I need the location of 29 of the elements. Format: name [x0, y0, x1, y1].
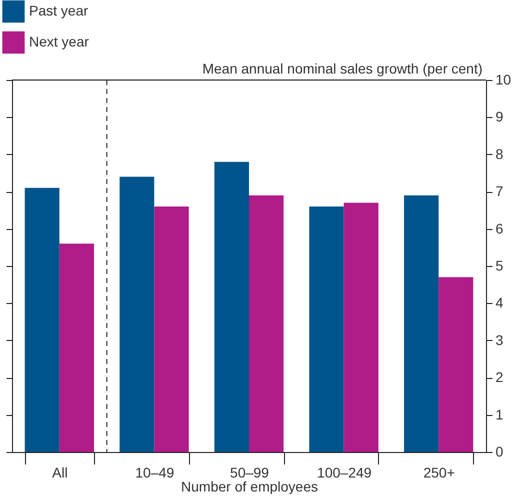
y-tick-label: 5	[496, 258, 504, 274]
x-tick-label: 100–249	[317, 464, 372, 480]
y-tick-label: 10	[496, 72, 512, 88]
x-tick-label: All	[52, 464, 68, 480]
bar	[154, 206, 189, 452]
y-axis-title: Mean annual nominal sales growth (per cent)	[202, 60, 482, 76]
x-tick-label: 50–99	[230, 464, 270, 480]
bar	[344, 202, 378, 452]
bar	[59, 244, 94, 452]
bar	[309, 206, 344, 452]
bar	[24, 188, 60, 452]
y-tick-label: 6	[496, 220, 504, 236]
y-tick-label: 8	[496, 146, 504, 162]
y-tick-label: 2	[496, 369, 504, 386]
y-tick-label: 9	[496, 108, 504, 125]
y-tick-label: 4	[496, 294, 504, 311]
x-tick-label: 10–49	[135, 464, 174, 480]
x-tick-label: 250+	[423, 464, 455, 480]
legend-label: Next year	[29, 34, 90, 50]
bar	[214, 162, 249, 452]
legend-label: Past year	[29, 2, 88, 18]
bar	[120, 176, 154, 452]
bar	[404, 195, 439, 452]
y-tick-label: 7	[496, 183, 504, 200]
y-tick-label: 1	[496, 406, 504, 422]
bar	[438, 277, 474, 452]
y-tick-label: 0	[496, 444, 504, 460]
bar	[249, 195, 284, 452]
y-tick-label: 3	[496, 332, 504, 348]
